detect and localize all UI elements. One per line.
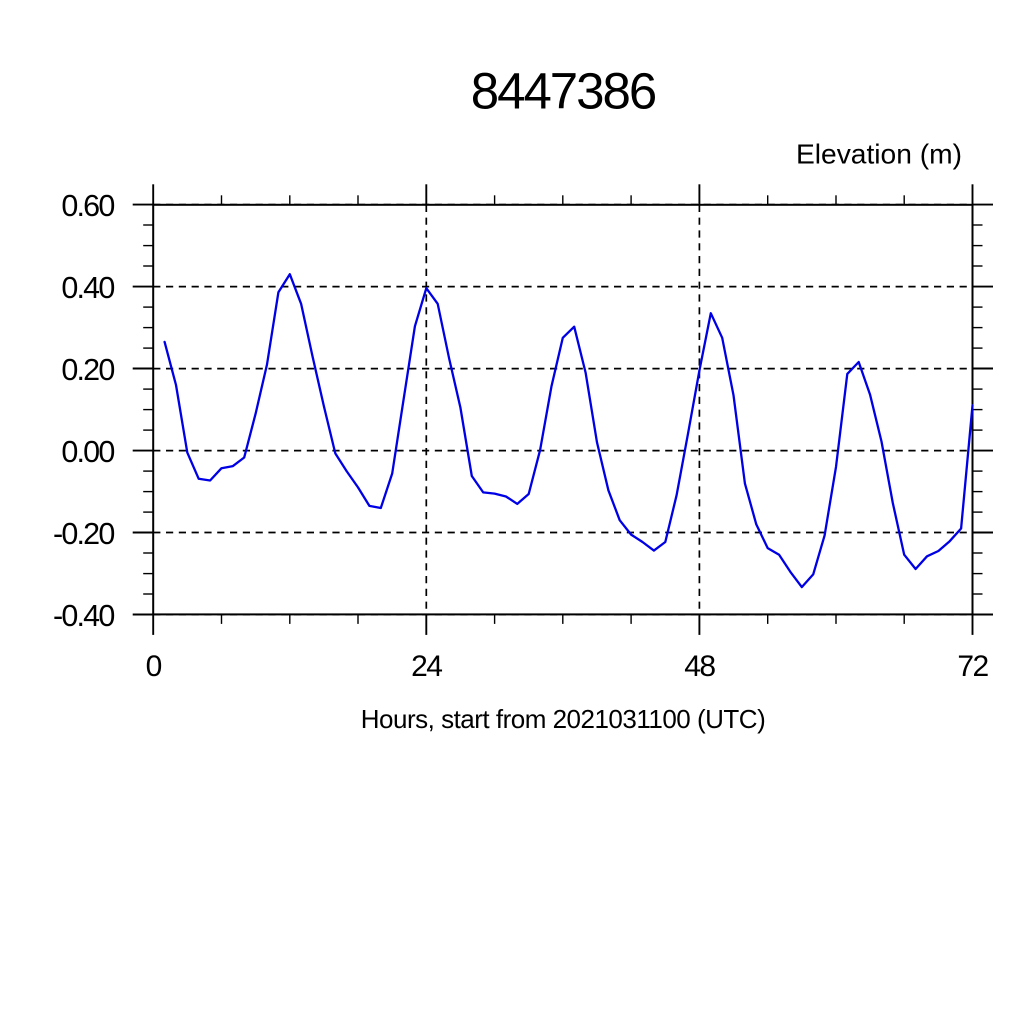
svg-text:48: 48: [684, 650, 715, 683]
svg-text:24: 24: [411, 650, 442, 683]
svg-text:0.40: 0.40: [61, 271, 114, 305]
svg-text:0.20: 0.20: [61, 353, 114, 387]
svg-text:Elevation (m): Elevation (m): [796, 138, 962, 170]
svg-text:0.60: 0.60: [61, 189, 114, 223]
svg-text:-0.40: -0.40: [53, 599, 114, 633]
svg-text:Hours, start from 2021031100 (: Hours, start from 2021031100 (UTC): [361, 704, 765, 734]
svg-text:8447386: 8447386: [471, 63, 656, 120]
svg-text:0.00: 0.00: [61, 435, 114, 469]
svg-text:0: 0: [146, 650, 162, 683]
svg-text:-0.20: -0.20: [53, 517, 114, 551]
svg-text:72: 72: [957, 650, 988, 683]
